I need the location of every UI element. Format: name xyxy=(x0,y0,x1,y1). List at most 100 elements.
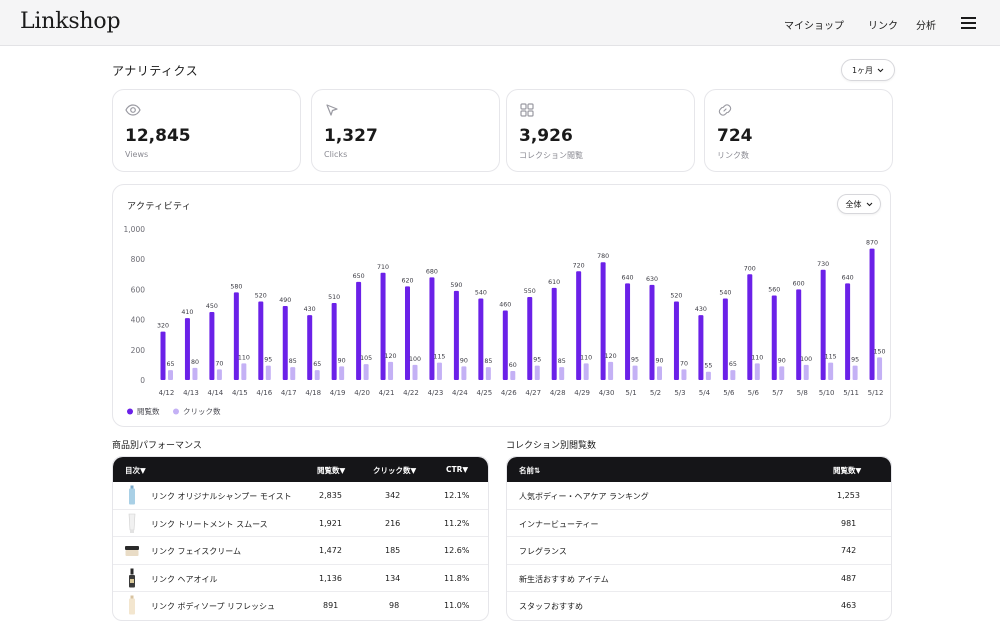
nav-analytics[interactable]: 分析 xyxy=(916,21,936,32)
collection-name: 人気ボディー・ヘアケア ランキング xyxy=(519,492,649,501)
bar-clicks xyxy=(216,369,222,380)
column-header-name[interactable]: 名前⇅ xyxy=(519,466,541,475)
data-label-views: 490 xyxy=(279,297,291,304)
x-tick-label: 5/2 xyxy=(650,389,661,397)
column-header-views[interactable]: 閲覧数▼ xyxy=(317,466,346,475)
x-tick-label: 4/27 xyxy=(525,389,541,397)
bar-views xyxy=(429,277,435,380)
nav-my-shop[interactable]: マイショップ xyxy=(784,21,844,32)
table-row[interactable]: 人気ボディー・ヘアケア ランキング 1,253 xyxy=(507,482,891,510)
product-clicks: 342 xyxy=(385,491,401,500)
x-tick-label: 4/25 xyxy=(476,389,492,397)
grid-icon xyxy=(520,103,534,117)
column-header-item[interactable]: 目次▼ xyxy=(125,466,146,475)
bar-views xyxy=(698,315,704,380)
menu-icon[interactable] xyxy=(961,17,976,29)
date-range-label: 1ヶ月 xyxy=(851,65,874,75)
bar-clicks xyxy=(754,363,760,380)
product-views: 1,472 xyxy=(319,546,342,555)
bar-views xyxy=(233,292,239,380)
collection-views: 1,253 xyxy=(837,491,860,500)
product-ctr: 11.2% xyxy=(444,518,470,528)
collection-views: 463 xyxy=(841,601,857,610)
data-label-clicks: 65 xyxy=(729,361,737,368)
x-tick-label: 5/7 xyxy=(772,389,783,397)
product-ctr: 12.6% xyxy=(444,546,470,555)
x-tick-label: 5/8 xyxy=(797,389,808,397)
product-views: 1,136 xyxy=(319,573,342,583)
nav-links[interactable]: リンク xyxy=(868,21,898,32)
y-tick-label: 600 xyxy=(131,285,146,294)
stat-card-link-count: 724 リンク数 xyxy=(704,89,893,172)
product-clicks: 134 xyxy=(385,573,401,583)
collections-table: 名前⇅ 閲覧数▼ 人気ボディー・ヘアケア ランキング 1,253 インナービュー… xyxy=(506,456,892,621)
data-label-views: 410 xyxy=(181,309,193,316)
collection-name: スタッフおすすめ xyxy=(519,602,583,611)
product-ctr: 11.0% xyxy=(444,601,470,610)
table-row[interactable]: フレグランス 742 xyxy=(507,537,891,565)
data-label-clicks: 85 xyxy=(484,358,492,365)
data-label-clicks: 70 xyxy=(680,360,688,367)
date-range-dropdown[interactable]: 1ヶ月 xyxy=(841,59,895,81)
data-label-views: 640 xyxy=(622,274,634,281)
x-tick-label: 4/21 xyxy=(379,389,395,397)
x-tick-label: 4/28 xyxy=(550,389,566,397)
bar-views xyxy=(502,310,508,380)
data-label-views: 460 xyxy=(499,302,511,309)
data-label-views: 450 xyxy=(206,303,218,310)
product-clicks: 185 xyxy=(385,546,401,555)
treatment-tube-image xyxy=(128,513,136,533)
table-row[interactable]: インナービューティー 981 xyxy=(507,510,891,537)
bar-views xyxy=(722,298,728,380)
data-label-clicks: 95 xyxy=(533,357,541,364)
x-tick-label: 4/29 xyxy=(574,389,590,397)
y-tick-label: 1,000 xyxy=(124,225,146,234)
table-row[interactable]: リンク ヘアオイル 1,136 134 11.8% xyxy=(113,565,488,592)
y-tick-label: 200 xyxy=(131,346,146,355)
table-row[interactable]: スタッフおすすめ 463 xyxy=(507,592,891,620)
bar-views xyxy=(649,284,655,380)
chart-filter-dropdown[interactable]: 全体 xyxy=(837,194,881,214)
table-row[interactable]: リンク フェイスクリーム 1,472 185 12.6% xyxy=(113,537,488,565)
bar-views xyxy=(209,312,215,380)
stat-label: Views xyxy=(125,150,149,159)
data-label-clicks: 105 xyxy=(360,355,372,362)
table-row[interactable]: リンク ボディソープ リフレッシュ 891 98 11.0% xyxy=(113,592,488,620)
product-name: リンク トリートメント スムース xyxy=(151,519,268,529)
table-row[interactable]: 新生活おすすめ アイテム 487 xyxy=(507,565,891,592)
data-label-clicks: 85 xyxy=(558,358,566,365)
data-label-views: 580 xyxy=(230,283,242,290)
column-header-clicks[interactable]: クリック数▼ xyxy=(373,466,417,475)
data-label-views: 730 xyxy=(817,261,829,268)
bar-clicks xyxy=(803,364,809,380)
bar-views xyxy=(478,298,484,380)
x-tick-label: 4/13 xyxy=(183,389,199,397)
data-label-views: 710 xyxy=(377,264,389,271)
data-label-clicks: 65 xyxy=(313,361,321,368)
app-logo[interactable]: Linkshop xyxy=(20,9,121,34)
column-header-views[interactable]: 閲覧数▼ xyxy=(833,466,862,475)
column-header-ctr[interactable]: CTR▼ xyxy=(446,465,469,474)
data-label-clicks: 115 xyxy=(433,354,445,361)
x-tick-label: 4/15 xyxy=(232,389,248,397)
bar-clicks xyxy=(534,365,540,380)
table-row[interactable]: リンク トリートメント スムース 1,921 216 11.2% xyxy=(113,510,488,537)
stat-value: 1,327 xyxy=(324,126,378,146)
bar-views xyxy=(796,289,802,380)
table-row[interactable]: リンク オリジナルシャンプー モイスト 2,835 342 12.1% xyxy=(113,482,488,510)
data-label-views: 540 xyxy=(475,289,487,296)
bar-clicks xyxy=(510,370,516,380)
stat-label: Clicks xyxy=(324,150,348,159)
bar-clicks xyxy=(339,366,345,380)
body-soap-bottle-image xyxy=(129,595,135,615)
data-label-views: 430 xyxy=(695,306,707,313)
x-tick-label: 5/6 xyxy=(723,389,735,397)
data-label-views: 720 xyxy=(573,262,585,269)
data-label-clicks: 110 xyxy=(751,354,763,361)
data-label-views: 870 xyxy=(866,240,878,247)
data-label-views: 680 xyxy=(426,268,438,275)
data-label-views: 780 xyxy=(597,253,609,260)
data-label-clicks: 80 xyxy=(191,359,199,366)
bar-clicks xyxy=(363,364,369,380)
y-tick-label: 400 xyxy=(131,316,146,325)
